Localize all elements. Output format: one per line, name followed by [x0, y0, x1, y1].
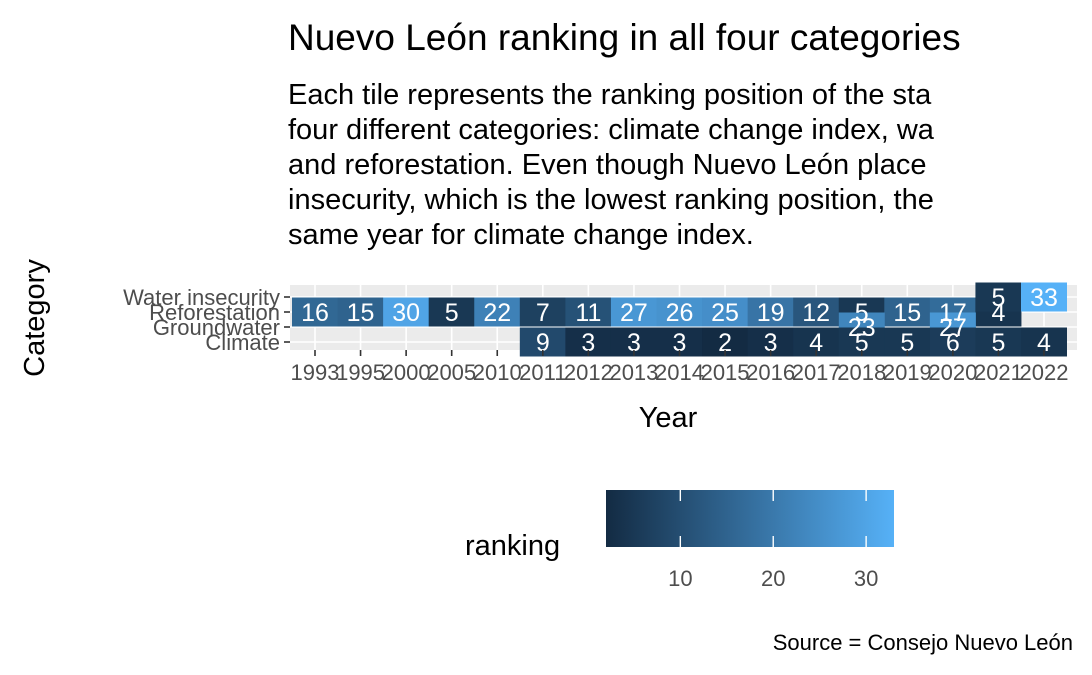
- heatmap-tile: [292, 297, 338, 327]
- tile-label: 4: [991, 299, 1005, 327]
- tile-label: 4: [1037, 329, 1051, 357]
- y-tick-label: Groundwater: [153, 315, 280, 340]
- x-tick-label: 1993: [291, 360, 340, 385]
- y-tick-label: Water insecurity: [123, 285, 280, 310]
- heatmap-tile: [1021, 282, 1067, 312]
- heatmap-tile: [428, 297, 475, 327]
- chart-title: Nuevo León ranking in all four categorie…: [288, 17, 961, 58]
- tile-label: 11: [575, 299, 601, 327]
- tile-label: 5: [445, 299, 459, 327]
- tile-label: 23: [848, 314, 876, 342]
- heatmap-tile: [656, 297, 703, 327]
- tile-label: 5: [991, 284, 1005, 312]
- tile-label: 26: [666, 299, 694, 327]
- tile-label: 4: [809, 329, 823, 357]
- tile-label: 25: [711, 299, 739, 327]
- tile-label: 19: [757, 299, 785, 327]
- tile-label: 3: [581, 329, 595, 357]
- legend-tick-label: 20: [761, 566, 785, 591]
- tile-label: 16: [301, 299, 329, 327]
- subtitle-line: Each tile represents the ranking positio…: [288, 79, 932, 111]
- tile-label: 2: [718, 329, 732, 357]
- y-tick-label: Climate: [205, 330, 280, 355]
- heatmap-tile: [610, 297, 657, 327]
- heatmap-tile: [702, 297, 749, 327]
- y-tick-label: Reforestation: [149, 300, 280, 325]
- heatmap-tile: [747, 297, 794, 327]
- tile-label: 3: [673, 329, 687, 357]
- tile-label: 5: [900, 329, 914, 357]
- tile-label: 27: [620, 299, 648, 327]
- x-tick-label: 2016: [746, 360, 795, 385]
- x-tick-label: 2013: [609, 360, 658, 385]
- x-tick-label: 2000: [382, 360, 431, 385]
- x-tick-label: 2015: [701, 360, 750, 385]
- x-tick-label: 1995: [336, 360, 385, 385]
- tile-label: 5: [855, 299, 869, 327]
- x-tick-label: 2005: [427, 360, 476, 385]
- tile-label: 9: [536, 329, 550, 357]
- x-tick-label: 2019: [883, 360, 932, 385]
- tile-label: 12: [802, 299, 830, 327]
- heatmap-tile: [474, 297, 521, 327]
- heatmap-tile: [383, 297, 430, 327]
- y-axis: Water insecurityReforestationGroundwater…: [123, 285, 290, 355]
- tile-label: 15: [893, 299, 921, 327]
- tile-label: 27: [939, 314, 967, 342]
- tile-label: 3: [764, 329, 778, 357]
- tile-label: 5: [855, 329, 869, 357]
- legend-tick-label: 30: [854, 566, 878, 591]
- tile-label: 17: [939, 299, 967, 327]
- x-tick-label: 2018: [837, 360, 886, 385]
- chart-caption: Source = Consejo Nuevo León: [773, 630, 1073, 655]
- chart-subtitle: Each tile represents the ranking positio…: [288, 79, 935, 251]
- tile-label: 6: [946, 329, 960, 357]
- legend-title: ranking: [465, 530, 560, 562]
- legend-ticks: 10 20 30: [668, 490, 878, 591]
- tile-label: 22: [483, 299, 511, 327]
- x-axis: 1993199520002005201020112012201320142015…: [291, 350, 1069, 385]
- heatmap-tile: [519, 297, 566, 327]
- tile-label: 33: [1030, 284, 1058, 312]
- tile-label: 5: [991, 329, 1005, 357]
- subtitle-line: insecurity, which is the lowest ranking …: [288, 184, 934, 216]
- heatmap-tile: [884, 297, 931, 327]
- y-axis-title: Category: [19, 259, 51, 377]
- heatmap-tile: [565, 297, 612, 327]
- x-tick-label: 2014: [655, 360, 704, 385]
- tile-label: 7: [536, 299, 550, 327]
- tile-labels: 16 15 30 5 22 7 11 27 26 25 19 12 5 15 17 423 279 3 3 3 2 3 4 5…: [301, 284, 1058, 357]
- x-tick-label: 2012: [564, 360, 613, 385]
- x-tick-label: 2010: [473, 360, 522, 385]
- tile-label: 3: [627, 329, 641, 357]
- subtitle-line: four different categories: climate chang…: [288, 114, 935, 146]
- subtitle-line: and reforestation. Even though Nuevo Leó…: [288, 149, 926, 181]
- x-tick-label: 2021: [974, 360, 1023, 385]
- legend-tick-label: 10: [668, 566, 692, 591]
- x-tick-label: 2022: [1020, 360, 1069, 385]
- x-axis-title: Year: [639, 402, 698, 434]
- heatmap-tile: [337, 297, 384, 327]
- heatmap-tile: [793, 297, 840, 327]
- tile-label: 30: [392, 299, 420, 327]
- tile-label: 15: [347, 299, 375, 327]
- x-tick-label: 2020: [928, 360, 977, 385]
- legend-colorbar: [606, 490, 894, 547]
- heatmap-tile: [975, 282, 1022, 312]
- x-tick-label: 2011: [519, 360, 566, 385]
- subtitle-line: same year for climate change index.: [288, 219, 754, 251]
- x-tick-label: 2017: [792, 360, 841, 385]
